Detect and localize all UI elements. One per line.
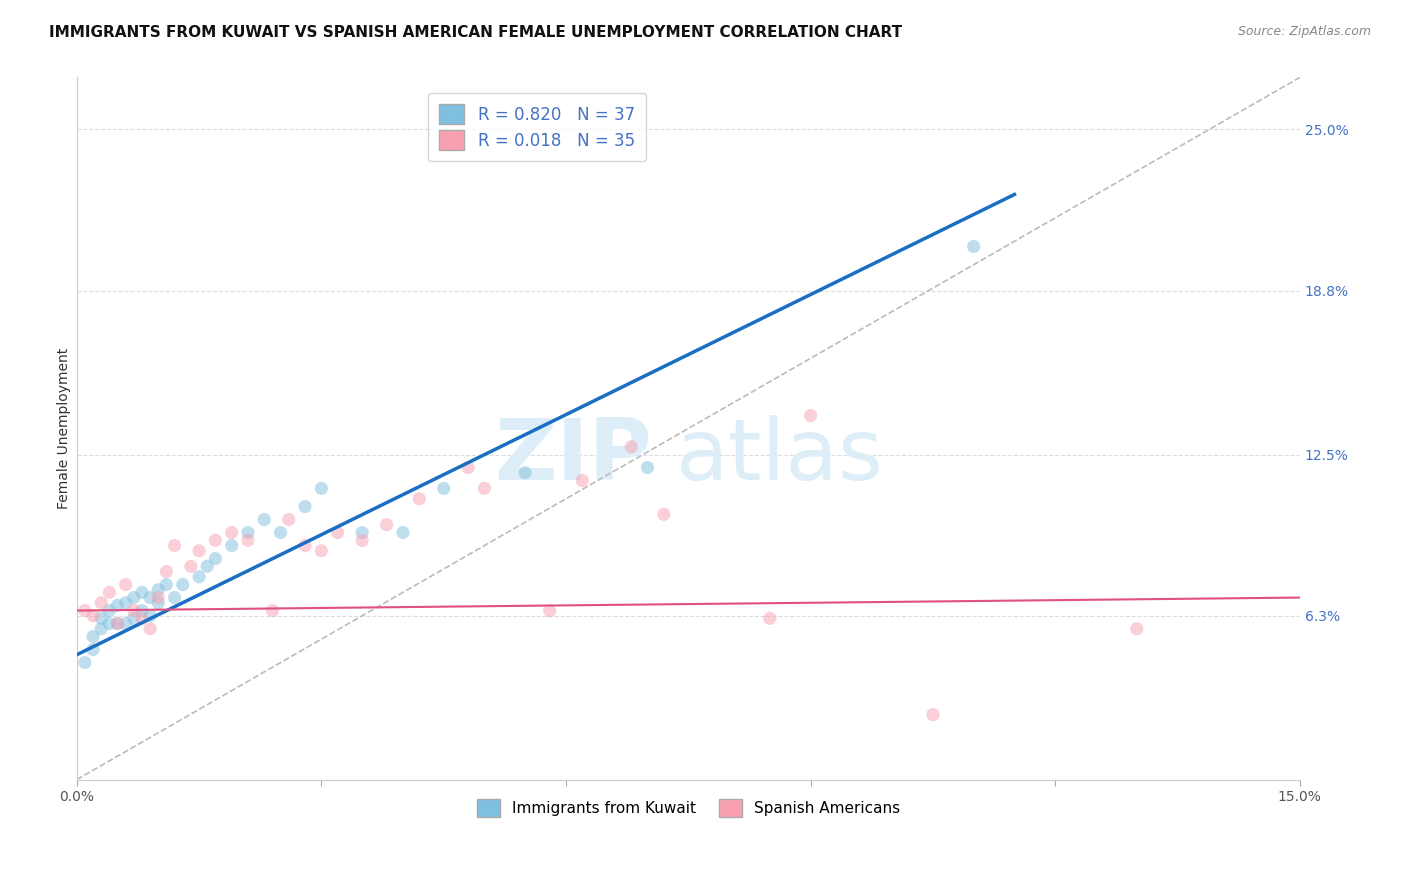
Point (148, 591, 170, 605)
Point (270, 525, 292, 540)
Point (131, 585, 153, 599)
Point (155, 577, 177, 591)
Point (82, 642, 104, 657)
Point (73, 603, 96, 617)
Point (375, 517, 398, 532)
Point (131, 611, 153, 625)
Point (408, 491, 430, 506)
Point (221, 539, 243, 553)
Point (262, 603, 284, 617)
Point (759, 611, 782, 625)
Point (188, 543, 211, 558)
Point (98, 585, 121, 599)
Point (221, 525, 243, 540)
Text: IMMIGRANTS FROM KUWAIT VS SPANISH AMERICAN FEMALE UNEMPLOYMENT CORRELATION CHART: IMMIGRANTS FROM KUWAIT VS SPANISH AMERIC… (49, 25, 903, 40)
Point (114, 596, 136, 610)
Point (114, 577, 136, 591)
Point (107, 599, 129, 613)
Point (163, 591, 186, 605)
Point (90, 611, 112, 625)
Point (236, 533, 259, 548)
Point (352, 533, 374, 548)
Point (637, 460, 659, 475)
Text: atlas: atlas (676, 415, 884, 498)
Point (800, 409, 823, 423)
Point (294, 539, 316, 553)
Point (1126, 622, 1149, 636)
Point (98, 616, 121, 631)
Point (107, 616, 129, 631)
Point (188, 570, 211, 584)
Point (73, 656, 96, 670)
Point (571, 474, 593, 488)
Point (98, 603, 121, 617)
Point (148, 582, 170, 597)
Point (294, 500, 316, 514)
Point (90, 596, 112, 610)
Point (163, 539, 186, 553)
Point (311, 543, 333, 558)
Point (204, 551, 226, 566)
Point (652, 508, 675, 522)
Point (122, 591, 145, 605)
Point (90, 622, 112, 636)
Point (139, 591, 162, 605)
Point (253, 512, 276, 526)
Point (326, 525, 349, 540)
Point (82, 630, 104, 644)
Text: ZIP: ZIP (494, 415, 651, 498)
Point (172, 577, 194, 591)
Point (204, 533, 226, 548)
Point (82, 608, 104, 623)
Point (515, 466, 537, 480)
Point (474, 481, 496, 495)
Point (433, 481, 456, 495)
Point (155, 565, 177, 579)
Point (139, 608, 162, 623)
Point (180, 559, 202, 574)
Point (195, 559, 218, 574)
Point (114, 616, 136, 631)
Point (352, 525, 374, 540)
Point (107, 616, 129, 631)
Point (392, 525, 415, 540)
Point (963, 239, 986, 253)
Point (236, 525, 259, 540)
Point (122, 611, 145, 625)
Point (922, 707, 945, 722)
Point (457, 460, 479, 475)
Point (139, 622, 162, 636)
Point (131, 603, 153, 617)
Point (277, 512, 299, 526)
Legend: Immigrants from Kuwait, Spanish Americans: Immigrants from Kuwait, Spanish American… (470, 792, 908, 824)
Text: Source: ZipAtlas.com: Source: ZipAtlas.com (1237, 25, 1371, 38)
Point (620, 440, 643, 454)
Point (538, 603, 561, 617)
Point (311, 481, 333, 495)
Y-axis label: Female Unemployment: Female Unemployment (58, 348, 72, 509)
Point (148, 596, 170, 610)
Point (122, 603, 145, 617)
